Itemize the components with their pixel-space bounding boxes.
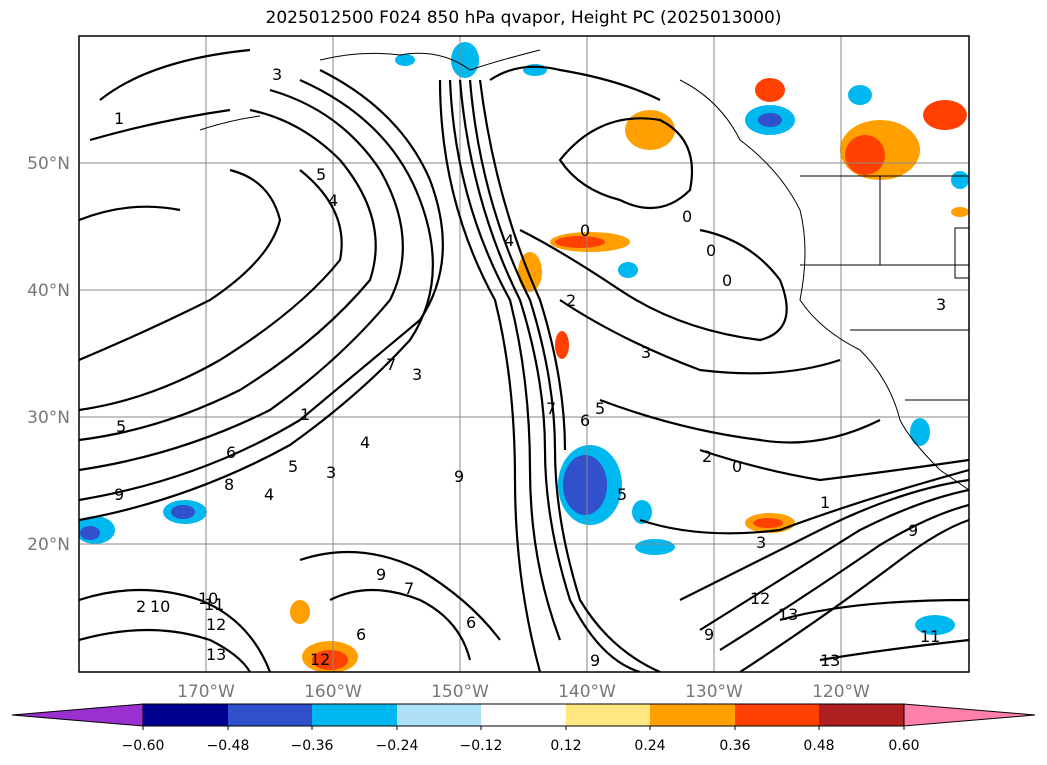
map-title: 2025012500 F024 850 hPa qvapor, Height P… — [265, 8, 782, 28]
contour-label: 4 — [504, 231, 514, 250]
contour-label: 10 — [198, 589, 218, 608]
contour-label: 12 — [310, 650, 330, 669]
colorbar-under-triangle — [11, 703, 144, 727]
contour-label: 7 — [386, 355, 396, 374]
contour-label: 8 — [224, 475, 234, 494]
contour-label: 0 — [706, 241, 716, 260]
shading-layer — [79, 42, 969, 672]
contour-label: 9 — [376, 565, 386, 584]
contour-label: 3 — [936, 295, 946, 314]
contour-label: 1 — [820, 493, 830, 512]
contour-label: 9 — [908, 521, 918, 540]
contour-label: 9 — [454, 467, 464, 486]
lat-label: 40°N — [27, 281, 70, 301]
contour-label: 2 — [566, 291, 576, 310]
contour-label: 13 — [820, 651, 840, 670]
contour-label: 0 — [580, 221, 590, 240]
coastlines — [199, 49, 969, 491]
contour-label: 3 — [272, 65, 282, 84]
contour-label: 5 — [617, 485, 627, 504]
contour-label: 6 — [356, 625, 366, 644]
contour-label: 11 — [920, 627, 940, 646]
map-plot-area: 3 5 4 5 1 3 6 8 4 5 4 3 7 9 9 7 9 6 2 4 … — [79, 36, 969, 672]
contour-label: 6 — [226, 443, 236, 462]
contour-label: 3 — [326, 463, 336, 482]
colorbar-bin — [819, 704, 904, 726]
colorbar-bin — [397, 704, 481, 726]
contour-label: 11 — [204, 595, 224, 614]
colorbar-bin — [312, 704, 397, 726]
contour-label: 5 — [316, 165, 326, 184]
contour-label: 9 — [114, 485, 124, 504]
contour-label: 6 — [466, 613, 476, 632]
lon-label: 140°W — [558, 682, 616, 702]
contour-label: 5 — [288, 457, 298, 476]
contour-label: 7 — [546, 399, 556, 418]
contour-label: 5 — [116, 417, 126, 436]
colorbar-tick-label: −0.24 — [376, 738, 419, 754]
colorbar-bin — [566, 704, 650, 726]
colorbar-tick-label: −0.12 — [460, 738, 503, 754]
lon-label: 150°W — [431, 682, 489, 702]
contour-label: 0 — [682, 207, 692, 226]
contour-label: 3 — [756, 533, 766, 552]
contour-label: 9 — [704, 625, 714, 644]
colorbar-bin — [735, 704, 819, 726]
contour-label: 3 — [641, 343, 651, 362]
lon-label: 120°W — [812, 682, 870, 702]
colorbar-over-triangle — [903, 703, 1036, 727]
lat-label: 20°N — [27, 535, 70, 555]
colorbar-tick-label: −0.48 — [207, 738, 250, 754]
contour-label: 2 — [136, 597, 146, 616]
contour-label: 10 — [150, 597, 170, 616]
colorbar-tick-labels: −0.60 −0.48 −0.36 −0.24 −0.12 0.12 0.24 … — [122, 738, 920, 754]
contour-label: 12 — [206, 615, 226, 634]
lon-label: 130°W — [685, 682, 743, 702]
lon-label: 170°W — [177, 682, 235, 702]
contour-label: 3 — [412, 365, 422, 384]
map-frame — [78, 35, 970, 673]
contour-label: 13 — [206, 645, 226, 664]
colorbar-tick-label: 0.36 — [719, 738, 750, 754]
contour-value-labels: 3 5 4 5 1 3 6 8 4 5 4 3 7 9 9 7 9 6 2 4 … — [114, 65, 946, 670]
contour-label: 7 — [404, 579, 414, 598]
contour-label: 0 — [732, 457, 742, 476]
colorbar-tick-label: 0.12 — [550, 738, 581, 754]
contour-label: 5 — [595, 399, 605, 418]
contour-label: 4 — [328, 191, 338, 210]
contour-label: 12 — [750, 589, 770, 608]
colorbar-bin — [650, 704, 735, 726]
contour-label: 9 — [590, 651, 600, 670]
colorbar-tick-label: −0.60 — [122, 738, 165, 754]
contour-label: 4 — [264, 485, 274, 504]
colorbar-tick-label: 0.60 — [888, 738, 919, 754]
lon-label: 160°W — [304, 682, 362, 702]
lat-label: 30°N — [27, 408, 70, 428]
colorbar-tick-label: 0.24 — [634, 738, 665, 754]
longitude-labels: 170°W 160°W 150°W 140°W 130°W 120°W — [177, 682, 870, 702]
colorbar-bin — [228, 704, 312, 726]
contour-label: 1 — [300, 405, 310, 424]
contour-label: 0 — [722, 271, 732, 290]
height-contours — [79, 48, 969, 672]
graticule — [79, 36, 969, 672]
colorbar-tick-label: 0.48 — [803, 738, 834, 754]
colorbar: −0.60 −0.48 −0.36 −0.24 −0.12 0.12 0.24 … — [11, 703, 1036, 754]
colorbar-bin — [143, 704, 228, 726]
contour-label: 1 — [114, 109, 124, 128]
colorbar-bin — [481, 704, 566, 726]
latitude-labels: 50°N 40°N 30°N 20°N — [27, 154, 70, 555]
contour-label: 13 — [778, 605, 798, 624]
contour-label: 6 — [580, 411, 590, 430]
contour-label: 4 — [360, 433, 370, 452]
lat-label: 50°N — [27, 154, 70, 174]
contour-label: 2 — [702, 447, 712, 466]
colorbar-tick-label: −0.36 — [291, 738, 334, 754]
